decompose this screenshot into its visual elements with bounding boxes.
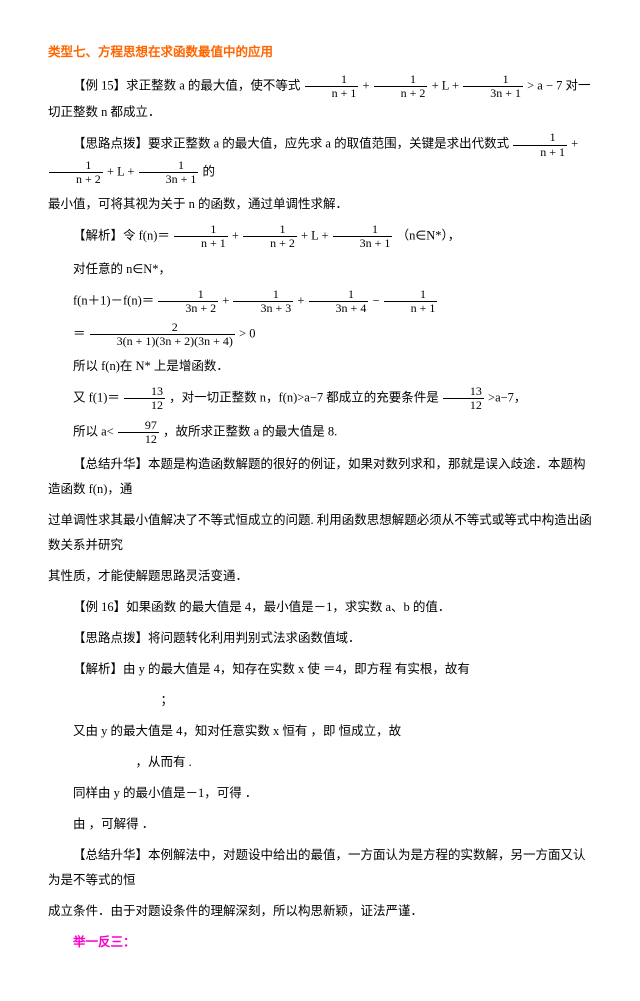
- f1-pref: 又 f(1)＝: [73, 391, 120, 405]
- so-a-tail: ，故所求正整数 a 的最大值是 8.: [163, 424, 337, 438]
- frac-3c: 13n + 1: [333, 223, 393, 250]
- jx-tail: （n∈N*），: [397, 229, 461, 243]
- jx16-semi: ；: [48, 688, 592, 713]
- zj15-b: 过单调性求其最小值解决了不等式恒成立的问题. 利用函数思想解题必须从不等式或等式…: [48, 508, 592, 558]
- so-a-frac: 9712: [118, 419, 159, 446]
- plus-d2: +: [297, 293, 307, 307]
- so-a-line: 所以 a< 9712 ，故所求正整数 a 的最大值是 8.: [48, 419, 592, 446]
- section-heading: 类型七、方程思想在求函数最值中的应用: [48, 40, 592, 65]
- frac-1: 1n + 1: [305, 73, 359, 100]
- bigfrac-line: ＝ 23(n + 1)(3n + 2)(3n + 4) > 0: [48, 321, 592, 348]
- f1-frac-b: 1312: [443, 385, 484, 412]
- sl15-pref: 【思路点拨】要求正整数 a 的最大值，应先求 a 的取值范围，关键是求出代数式: [73, 137, 509, 151]
- zj15-c: 其性质，才能使解题思路灵活变通．: [48, 564, 592, 589]
- plusL-c: + L +: [301, 229, 332, 243]
- so-incr: 所以 f(n)在 N* 上是增函数．: [48, 354, 592, 379]
- frac-3b: 13n + 1: [139, 159, 199, 186]
- jx16-d: 同样由 y 的最小值是－1，可得 ．: [48, 781, 592, 806]
- zj16-a: 【总结升华】本例解法中，对题设中给出的最值，一方面认为是方程的实数解，另一方面又…: [48, 843, 592, 893]
- gt0: > 0: [239, 326, 255, 340]
- silu-16: 【思路点拨】将问题转化利用判别式法求函数值域．: [48, 626, 592, 651]
- juyifansan: 举一反三：: [48, 930, 592, 955]
- big-frac: 23(n + 1)(3n + 2)(3n + 4): [90, 321, 235, 348]
- frac-2c: 1n + 2: [243, 223, 297, 250]
- dfrac-1: 13n + 2: [158, 288, 218, 315]
- frac-3: 13n + 1: [463, 73, 523, 100]
- silu-15-line1: 【思路点拨】要求正整数 a 的最大值，应先求 a 的取值范围，关键是求出代数式 …: [48, 131, 592, 186]
- frac-2b: 1n + 2: [49, 159, 103, 186]
- plus-d1: +: [222, 293, 232, 307]
- zj15-a: 【总结升华】本题是构造函数解题的很好的例证，如果对数列求和，那就是误入歧途．本题…: [48, 452, 592, 502]
- plus-c: +: [232, 229, 242, 243]
- diff-lhs: f(n＋1)－f(n)＝: [73, 293, 154, 307]
- minus-d: −: [372, 293, 382, 307]
- frac-1b: 1n + 1: [513, 131, 567, 158]
- eq: ＝: [73, 326, 89, 340]
- jx16-c: ，从而有 .: [48, 750, 592, 775]
- frac-1c: 1n + 1: [174, 223, 228, 250]
- plus: +: [362, 79, 372, 93]
- plusL: + L +: [432, 79, 463, 93]
- dfrac-2: 13n + 3: [233, 288, 293, 315]
- plus-b: +: [571, 137, 578, 151]
- jx16-b: 又由 y 的最大值是 4，知对任意实数 x 恒有 ，即 恒成立，故: [48, 719, 592, 744]
- jx16-e: 由 ，可解得 ．: [48, 812, 592, 837]
- diff-line: f(n＋1)－f(n)＝ 13n + 2 + 13n + 3 + 13n + 4…: [48, 288, 592, 315]
- so-a-pref: 所以 a<: [73, 424, 114, 438]
- example-16: 【例 16】如果函数 的最大值是 4，最小值是－1，求实数 a、b 的值．: [48, 595, 592, 620]
- example-15: 【例 15】求正整数 a 的最大值，使不等式 1n + 1 + 1n + 2 +…: [48, 73, 592, 125]
- dfrac-4: 1n + 1: [384, 288, 438, 315]
- frac-2: 1n + 2: [374, 73, 428, 100]
- jx-label: 【解析】令 f(n)＝: [73, 229, 170, 243]
- plusL-b: + L +: [107, 164, 138, 178]
- ex15-label: 【例 15】求正整数 a 的最大值，使不等式: [73, 79, 300, 93]
- silu-15-line2: 最小值，可将其视为关于 n 的函数，通过单调性求解．: [48, 192, 592, 217]
- jiexi-15-line1: 【解析】令 f(n)＝ 1n + 1 + 1n + 2 + L + 13n + …: [48, 223, 592, 250]
- dfrac-3: 13n + 4: [309, 288, 369, 315]
- zj16-b: 成立条件．由于对题设条件的理解深刻，所以构思新颖，证法严谨．: [48, 899, 592, 924]
- ren-line: 对任意的 n∈N*，: [48, 257, 592, 282]
- jx16-a: 【解析】由 y 的最大值是 4，知存在实数 x 使 ＝4，即方程 有实根，故有: [48, 657, 592, 682]
- f1-tail1: ，对一切正整数 n，f(n)>a−7 都成立的充要条件是: [169, 391, 439, 405]
- sl15-suf: 的: [202, 164, 215, 178]
- f1-line: 又 f(1)＝ 1312 ，对一切正整数 n，f(n)>a−7 都成立的充要条件…: [48, 385, 592, 412]
- f1-frac: 1312: [124, 385, 165, 412]
- f1-tail2: >a−7，: [488, 391, 526, 405]
